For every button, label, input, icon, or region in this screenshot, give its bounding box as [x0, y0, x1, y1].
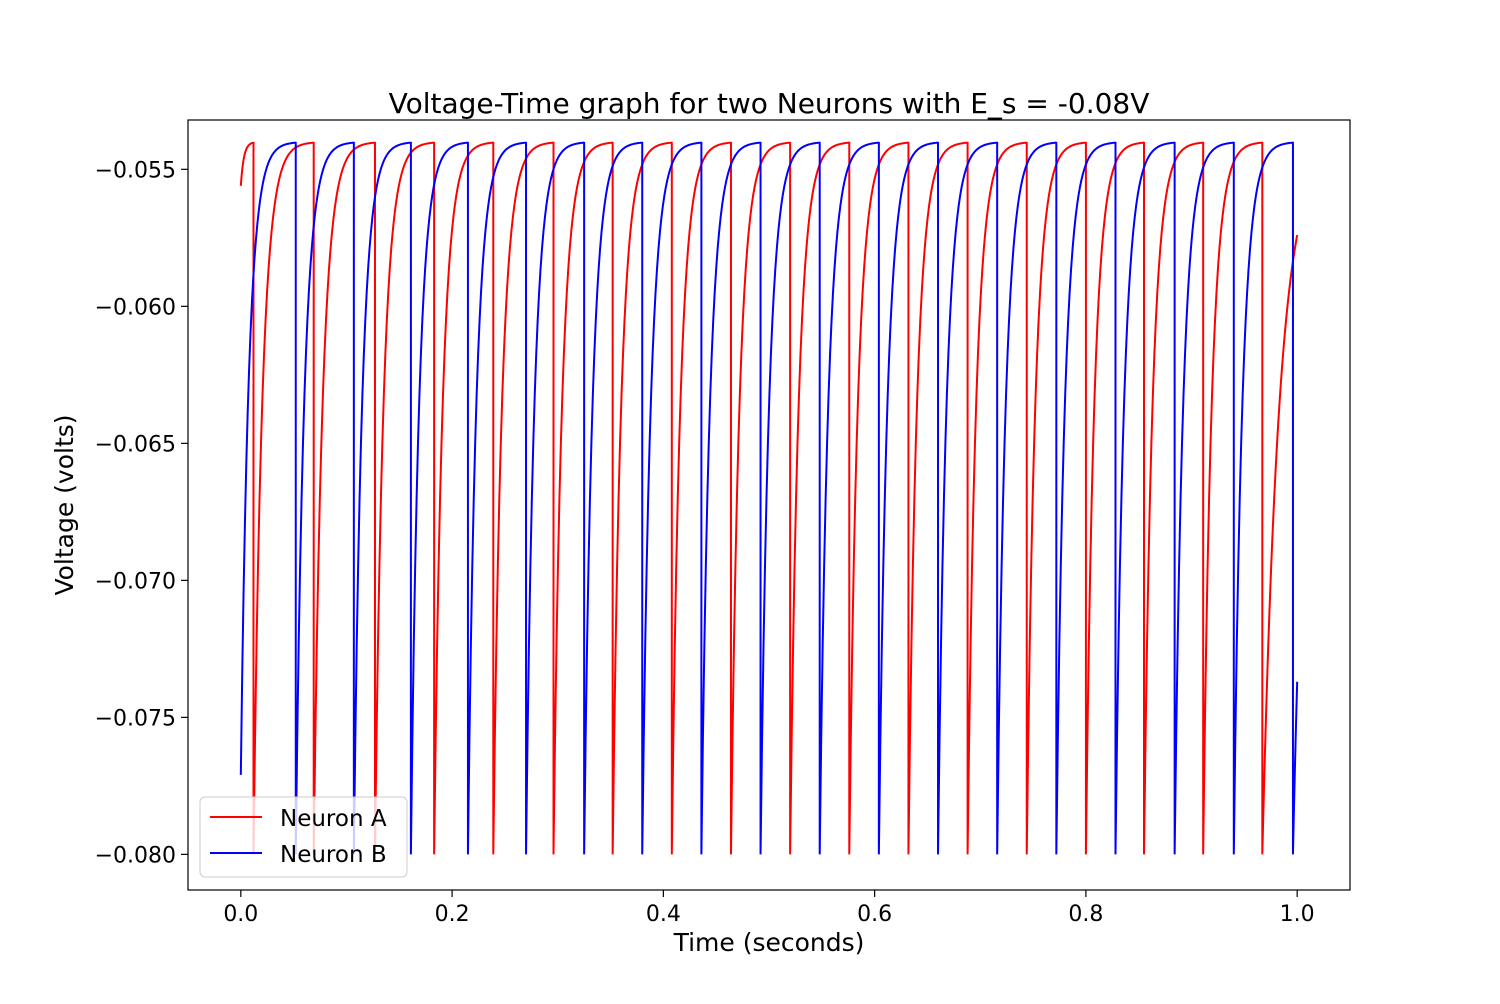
x-tick-label: 0.2	[435, 902, 470, 927]
y-tick-label: −0.065	[95, 432, 176, 457]
series-layer	[239, 141, 1299, 855]
x-tick-label: 0.6	[857, 902, 892, 927]
y-tick-label: −0.080	[95, 843, 176, 868]
legend: Neuron A Neuron B	[199, 796, 408, 878]
x-axis-label: Time (seconds)	[673, 928, 865, 957]
y-tick-label: −0.060	[95, 295, 176, 320]
x-axis-ticks: 0.0 0.2 0.4 0.6 0.8 1.0	[223, 890, 1315, 927]
x-tick-label: 0.4	[646, 902, 681, 927]
y-axis-ticks: −0.055 −0.060 −0.065 −0.070 −0.075 −0.080	[95, 158, 188, 868]
plot-frame	[187, 119, 1351, 891]
legend-label-neuron-b: Neuron B	[280, 842, 387, 868]
y-axis-label: Voltage (volts)	[50, 414, 79, 595]
y-tick-label: −0.075	[95, 706, 176, 731]
y-tick-label: −0.055	[95, 158, 176, 183]
series-line-neuron-b	[239, 141, 1299, 855]
x-tick-label: 0.0	[223, 902, 258, 927]
legend-label-neuron-a: Neuron A	[280, 806, 387, 832]
y-tick-label: −0.070	[95, 569, 176, 594]
x-tick-label: 0.8	[1068, 902, 1103, 927]
chart-title: Voltage-Time graph for two Neurons with …	[389, 87, 1150, 120]
x-tick-label: 1.0	[1280, 902, 1315, 927]
